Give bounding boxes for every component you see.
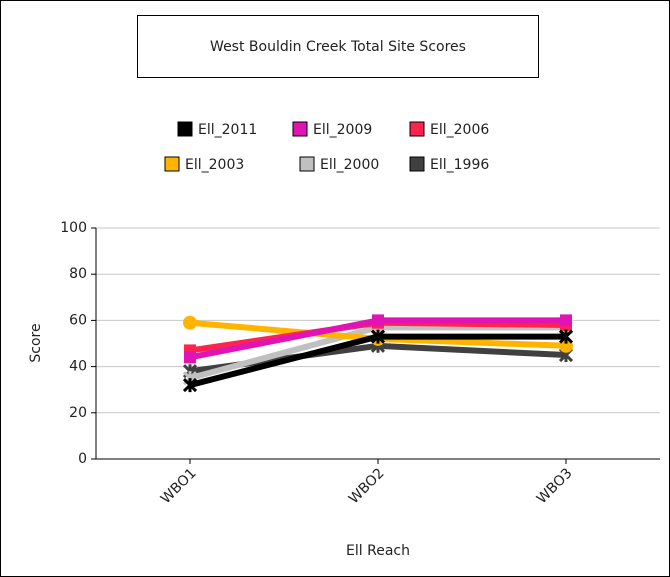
legend-label: Ell_2006 (430, 122, 489, 138)
legend-label: Ell_1996 (430, 157, 489, 173)
legend-swatch (299, 156, 315, 172)
legend-label: Ell_2011 (198, 122, 257, 138)
title-box (137, 15, 539, 78)
point (184, 351, 196, 364)
point (560, 314, 572, 327)
legend-swatch (177, 121, 193, 137)
legend-label: Ell_2003 (185, 157, 244, 173)
point (183, 315, 197, 330)
y-tick-label: 40 (69, 359, 87, 375)
y-tick-label: 100 (60, 220, 87, 236)
point (182, 378, 198, 393)
legend-swatch (409, 156, 425, 172)
legend-swatch (409, 121, 425, 137)
legend-label: Ell_2000 (320, 157, 379, 173)
x-axis-label: Ell Reach (346, 543, 410, 559)
y-tick-label: 20 (69, 405, 87, 421)
legend-swatch (292, 121, 308, 137)
point (559, 338, 573, 353)
y-tick-label: 60 (69, 312, 87, 328)
legend-label: Ell_2009 (313, 122, 372, 138)
legend-swatch (164, 156, 180, 172)
point (372, 314, 384, 327)
point (370, 329, 386, 344)
y-axis-label: Score (28, 323, 44, 362)
chart-title: West Bouldin Creek Total Site Scores (210, 39, 466, 55)
y-tick-label: 0 (78, 451, 87, 467)
y-tick-label: 80 (69, 266, 87, 282)
point (558, 329, 574, 344)
